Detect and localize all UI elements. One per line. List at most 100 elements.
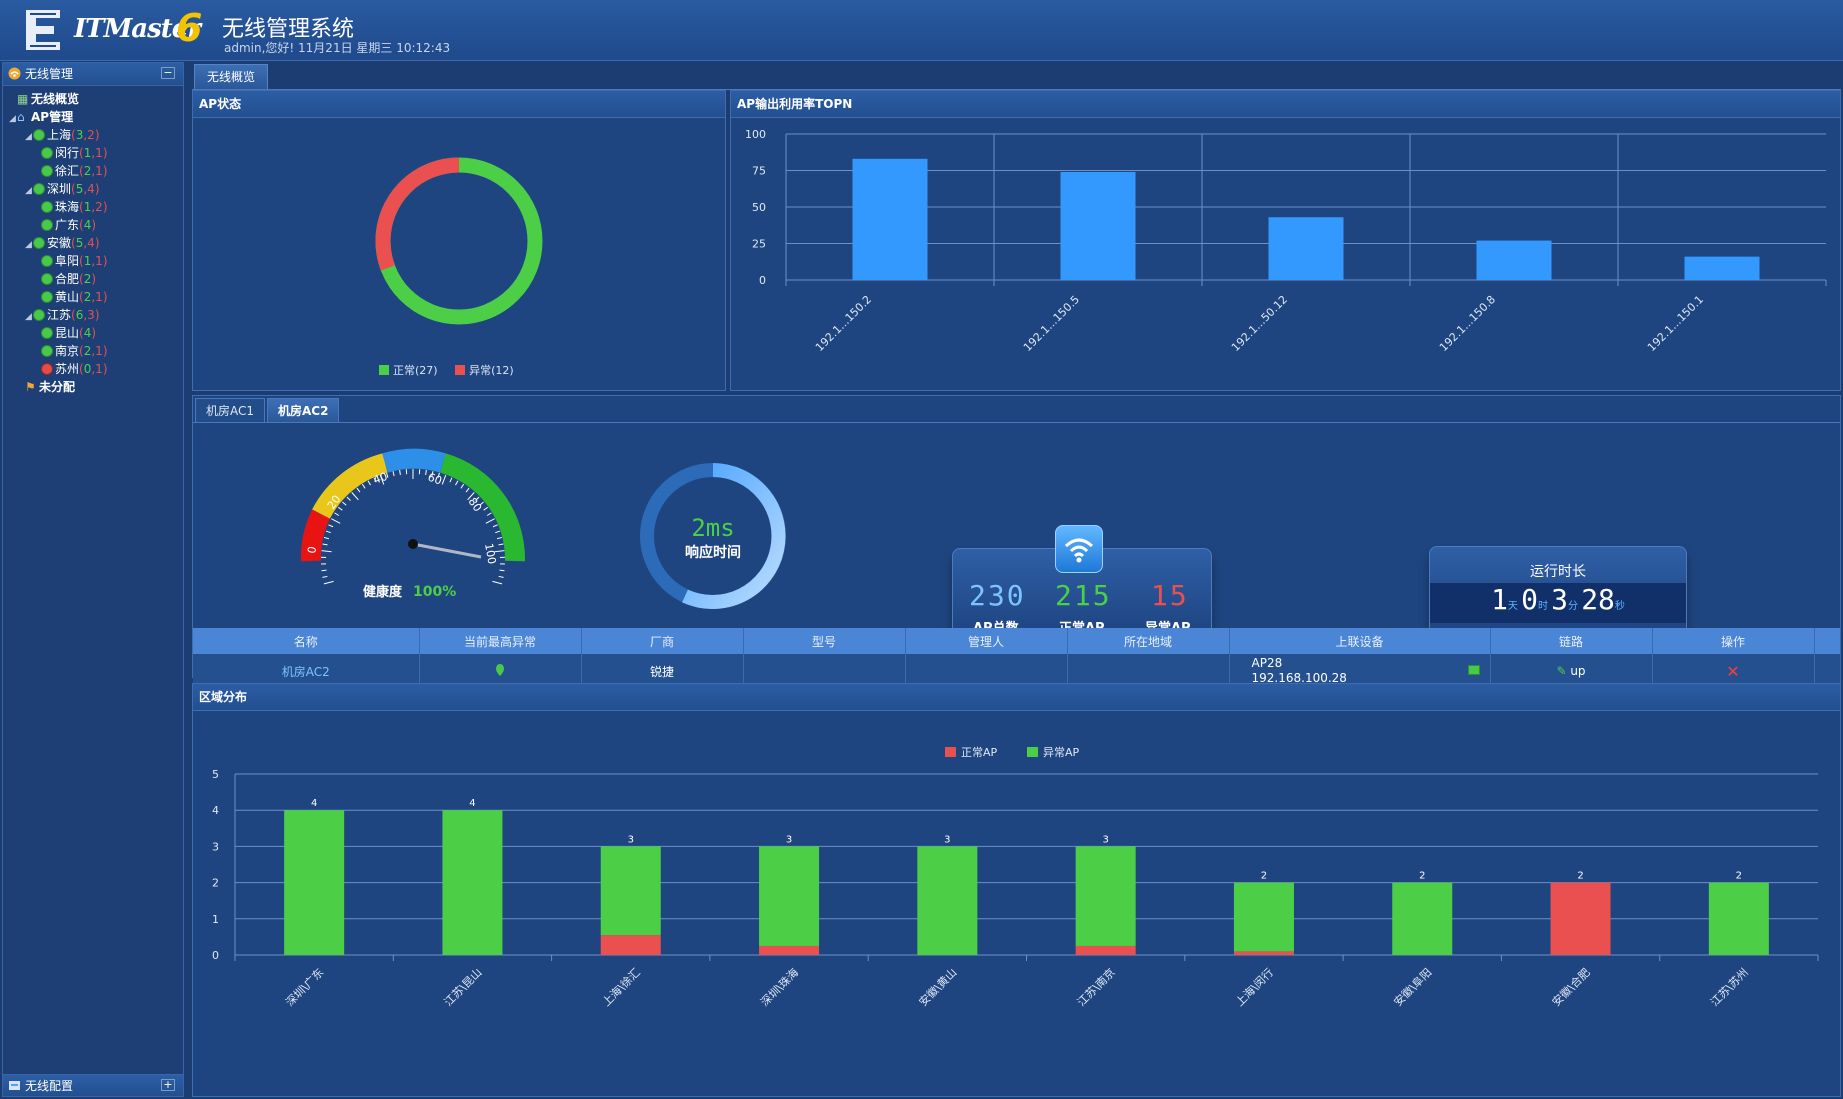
- tree-item-label: 昆山: [55, 326, 79, 340]
- gauge-tick-mark: [495, 531, 500, 533]
- count-a: 2: [84, 164, 92, 178]
- col-manager[interactable]: 管理人: [905, 628, 1067, 654]
- stacked-bar-segment[interactable]: [759, 946, 819, 955]
- x-tick-label: 192.1...50.12: [1229, 293, 1290, 354]
- stacked-bar-segment[interactable]: [1234, 951, 1294, 955]
- col-region[interactable]: 所在地域: [1067, 628, 1229, 654]
- device-icon[interactable]: [1468, 665, 1480, 675]
- col-name[interactable]: 名称: [193, 628, 419, 654]
- tree-item-label: 未分配: [39, 380, 75, 394]
- col-action[interactable]: 操作: [1652, 628, 1814, 654]
- tree-item[interactable]: ◢⌂AP管理: [3, 108, 183, 126]
- bar[interactable]: [1685, 257, 1760, 280]
- tree-item[interactable]: 珠海(1,2): [3, 198, 183, 216]
- count-b: 4: [87, 236, 95, 250]
- stacked-bar-segment[interactable]: [1234, 883, 1294, 952]
- stacked-bar-segment[interactable]: [1076, 946, 1136, 955]
- tree-item-label: 安徽: [47, 236, 71, 250]
- count-b: 1: [95, 146, 103, 160]
- tree-item[interactable]: 南京(2,1): [3, 342, 183, 360]
- gauge-tick-mark: [487, 513, 491, 516]
- bar[interactable]: [1477, 241, 1552, 280]
- tree-item[interactable]: ◢深圳(5,4): [3, 180, 183, 198]
- tree-item[interactable]: 广东(4): [3, 216, 183, 234]
- tree-item[interactable]: 阜阳(1,1): [3, 252, 183, 270]
- gauge-label: 健康度: [363, 584, 403, 600]
- tree-item[interactable]: 黄山(2,1): [3, 288, 183, 306]
- tree-item[interactable]: ◢上海(3,2): [3, 126, 183, 144]
- tab-ac1[interactable]: 机房AC1: [195, 398, 265, 423]
- stacked-bar-segment[interactable]: [1551, 883, 1611, 955]
- col-link[interactable]: 链路: [1490, 628, 1652, 654]
- stacked-bar-segment[interactable]: [917, 846, 977, 955]
- gauge-tick-mark: [400, 470, 401, 475]
- bar-total-label: 4: [469, 798, 475, 809]
- col-uplink[interactable]: 上联设备: [1229, 628, 1490, 654]
- col-vendor[interactable]: 厂商: [581, 628, 743, 654]
- stacked-bar-segment[interactable]: [759, 846, 819, 946]
- x-tick-label: 江苏\苏州: [1708, 966, 1751, 1009]
- gauge-tick-mark: [322, 570, 327, 571]
- tree-item[interactable]: ▦无线概览: [3, 90, 183, 108]
- tree-item[interactable]: ⚑未分配: [3, 378, 183, 396]
- tree-item[interactable]: 昆山(4): [3, 324, 183, 342]
- legend-abnormal[interactable]: 异常(12): [469, 364, 514, 377]
- count-a: 6: [76, 308, 84, 322]
- stacked-bar-segment[interactable]: [1392, 883, 1452, 955]
- legend-normal[interactable]: 正常(27): [393, 364, 438, 377]
- status-icon: [41, 165, 53, 177]
- sidebar-footer[interactable]: 无线配置 +: [3, 1074, 183, 1096]
- tab-overview[interactable]: 无线概览: [194, 64, 268, 89]
- gauge-tick-mark: [328, 525, 333, 527]
- legend-label[interactable]: 正常AP: [961, 746, 998, 759]
- status-icon: [41, 327, 53, 339]
- col-model[interactable]: 型号: [743, 628, 905, 654]
- expand-button[interactable]: +: [161, 1079, 175, 1091]
- gauge-tick-mark: [486, 519, 495, 524]
- tree-item[interactable]: ◢江苏(6,3): [3, 306, 183, 324]
- gauge-tick-mark: [322, 551, 332, 552]
- bar[interactable]: [1061, 172, 1136, 280]
- count-a: 1: [84, 200, 92, 214]
- tree-item[interactable]: 闵行(1,1): [3, 144, 183, 162]
- gauge-tick-mark: [492, 581, 502, 583]
- tree-item[interactable]: 苏州(0,1): [3, 360, 183, 378]
- tab-ac2[interactable]: 机房AC2: [267, 398, 339, 423]
- tree-item-label: 无线概览: [31, 92, 79, 106]
- y-tick-label: 0: [759, 274, 766, 287]
- stacked-bar-segment[interactable]: [601, 935, 661, 955]
- stacked-bar-segment[interactable]: [601, 846, 661, 935]
- bar[interactable]: [1269, 217, 1344, 280]
- tree-item-label: 上海: [47, 128, 71, 142]
- x-tick-label: 192.1...150.1: [1645, 293, 1706, 354]
- gauge-tick-mark: [498, 544, 503, 545]
- tree-item[interactable]: 徐汇(2,1): [3, 162, 183, 180]
- uptime-days: 1: [1491, 583, 1508, 616]
- gauge-value: 100%: [413, 584, 456, 600]
- y-tick-label: 75: [752, 165, 766, 178]
- count-a: 5: [76, 236, 84, 250]
- stacked-bar-segment[interactable]: [1709, 883, 1769, 955]
- legend-label[interactable]: 异常AP: [1043, 746, 1080, 759]
- tree-item-label: 阜阳: [55, 254, 79, 268]
- stacked-bar-segment[interactable]: [442, 810, 502, 955]
- bar-total-label: 2: [1577, 871, 1583, 882]
- gauge-tick-mark: [342, 502, 346, 505]
- ap-abnormal-value: 15: [1151, 579, 1189, 612]
- count-a: 1: [84, 254, 92, 268]
- bar-total-label: 3: [628, 834, 634, 845]
- tree-item-label: AP管理: [31, 110, 73, 124]
- stacked-bar-segment[interactable]: [284, 810, 344, 955]
- uptime-hours: 0: [1521, 583, 1538, 616]
- collapse-button[interactable]: −: [161, 67, 175, 79]
- tree-item[interactable]: 合肥(2): [3, 270, 183, 288]
- sidebar-header[interactable]: 无线管理 −: [3, 63, 183, 86]
- bar[interactable]: [853, 159, 928, 280]
- col-highest-alarm[interactable]: 当前最高异常: [419, 628, 581, 654]
- link-status: up: [1570, 664, 1585, 678]
- tree-item[interactable]: ◢安徽(5,4): [3, 234, 183, 252]
- stacked-bar-segment[interactable]: [1076, 846, 1136, 946]
- uplink-name[interactable]: AP28: [1252, 656, 1489, 671]
